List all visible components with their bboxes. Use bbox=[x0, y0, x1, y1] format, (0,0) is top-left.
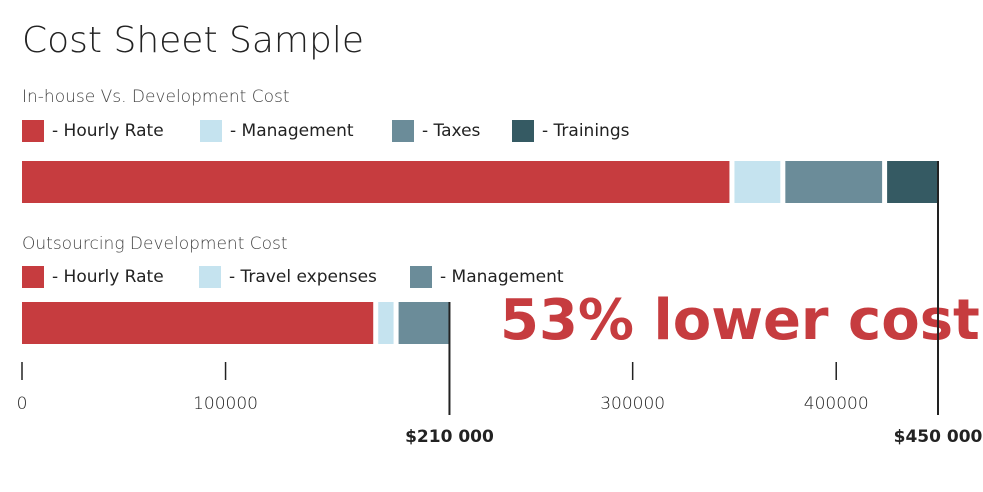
bar-segment bbox=[378, 302, 394, 344]
legend-swatch bbox=[22, 266, 44, 288]
legend-label: - Travel expenses bbox=[229, 267, 377, 287]
bar-segment bbox=[22, 302, 374, 344]
bar-segment bbox=[398, 302, 450, 344]
legend-label: - Management bbox=[440, 267, 564, 287]
x-tick-label: 100000 bbox=[193, 394, 258, 414]
bar-segment bbox=[887, 161, 938, 203]
x-tick-label: 300000 bbox=[600, 394, 665, 414]
total-label: $450 000 bbox=[894, 427, 983, 447]
legend-label: - Hourly Rate bbox=[52, 121, 164, 141]
legend-label: - Trainings bbox=[542, 121, 630, 141]
chart-title: Cost Sheet Sample bbox=[22, 20, 364, 61]
legend-label: - Management bbox=[230, 121, 354, 141]
bar-segment bbox=[785, 161, 883, 203]
legend-label: - Hourly Rate bbox=[52, 267, 164, 287]
legend-swatch bbox=[200, 120, 222, 142]
total-label: $210 000 bbox=[405, 427, 494, 447]
bar-subtitle: Outsourcing Development Cost bbox=[22, 234, 288, 254]
legend-label: - Taxes bbox=[422, 121, 481, 141]
bar-subtitle: In-house Vs. Development Cost bbox=[22, 87, 290, 107]
annotation: 53% lower cost bbox=[500, 288, 980, 353]
legend-swatch bbox=[410, 266, 432, 288]
bar-segment bbox=[734, 161, 781, 203]
bar-segment bbox=[22, 161, 730, 203]
x-tick-label: 400000 bbox=[804, 394, 869, 414]
legend-swatch bbox=[22, 120, 44, 142]
legend-swatch bbox=[199, 266, 221, 288]
legend-swatch bbox=[392, 120, 414, 142]
x-tick-label: 0 bbox=[17, 394, 28, 414]
legend-swatch bbox=[512, 120, 534, 142]
